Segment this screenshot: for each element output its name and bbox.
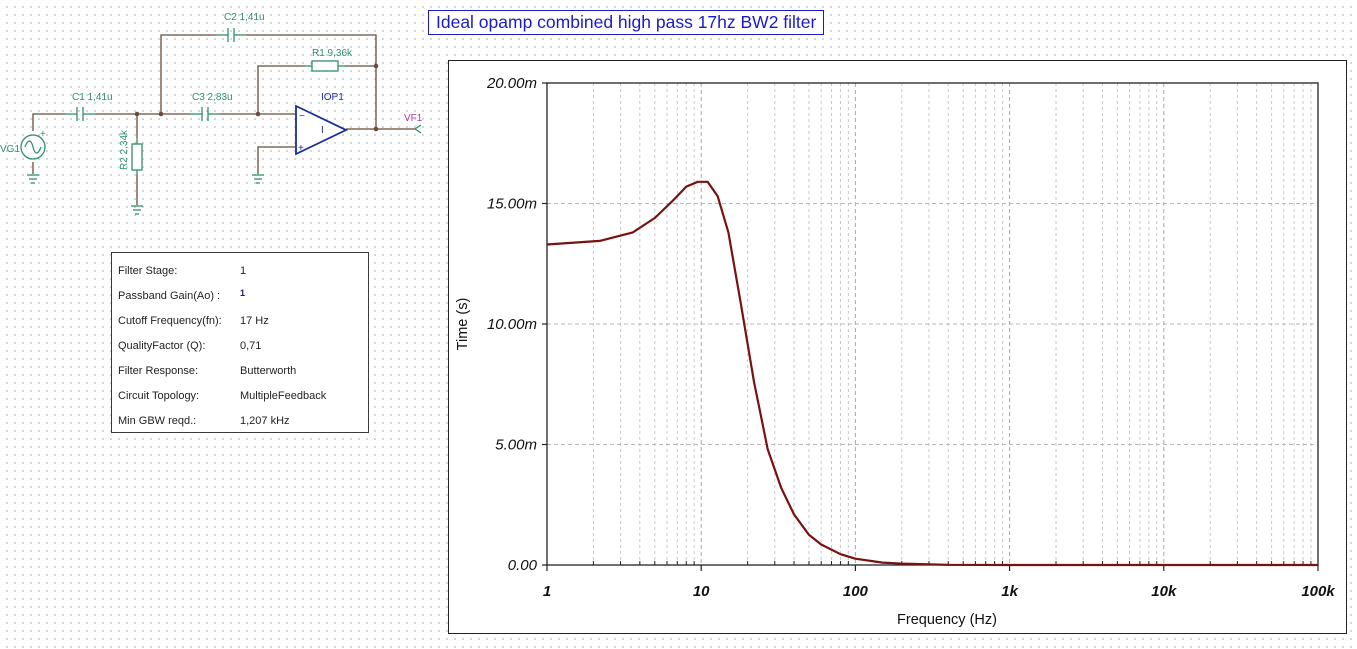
svg-text:I: I xyxy=(321,125,324,136)
param-label: QualityFactor (Q): xyxy=(118,340,206,352)
label-vg1: VG1 xyxy=(0,144,20,155)
capacitor-c2[interactable] xyxy=(216,28,246,42)
label-iop1: IOP1 xyxy=(321,92,344,103)
resistor-r2[interactable] xyxy=(131,138,143,174)
param-value: 1 xyxy=(240,265,247,277)
y-axis-label: Time (s) xyxy=(455,298,471,351)
param-label: Circuit Topology: xyxy=(118,390,200,402)
y-tick-label: 10.00m xyxy=(487,316,537,333)
x-tick-label: 1k xyxy=(1001,583,1018,600)
param-value: 17 Hz xyxy=(240,315,269,327)
resistor-r1[interactable] xyxy=(305,60,345,72)
circuit-wires xyxy=(32,34,415,205)
chart-grid xyxy=(547,83,1318,565)
param-value: 0,71 xyxy=(240,340,262,352)
chart-window: 0.00 5.00m 10.00m 15.00m 20.00m 1 10 100 1k 10k 10… xyxy=(448,60,1347,634)
circuit-junctions xyxy=(134,63,379,132)
group-delay-chart: 0.00 5.00m 10.00m 15.00m 20.00m 1 10 100 1k 10k 10… xyxy=(455,75,1335,628)
svg-text:−: − xyxy=(299,111,305,122)
y-tick-label: 5.00m xyxy=(495,437,537,454)
param-label: Passband Gain(Ao) : xyxy=(118,290,221,302)
voltage-source-vg1[interactable]: + xyxy=(20,129,46,160)
label-c1: C1 1,41u xyxy=(72,92,113,103)
label-c3: C3 2,83u xyxy=(192,92,233,103)
param-value: Butterworth xyxy=(240,365,297,377)
param-label: Cutoff Frequency(fn): xyxy=(118,315,222,327)
filter-parameters-panel: Filter Stage: 1 Passband Gain(Ao) : 1 Cu… xyxy=(111,252,369,433)
capacitor-c3[interactable] xyxy=(190,107,220,121)
svg-text:+: + xyxy=(298,143,304,154)
schematic-diagram: + − + I VG1 C1 1,41u C2 1,41u C3 2,83u xyxy=(0,12,423,215)
param-value: 1,207 kHz xyxy=(240,415,290,427)
x-tick-label: 10 xyxy=(693,583,710,600)
param-label: Filter Stage: xyxy=(118,265,178,277)
chart-series xyxy=(546,180,1318,567)
x-tick-label: 100 xyxy=(843,583,869,600)
x-axis-label: Frequency (Hz) xyxy=(897,612,997,628)
y-tick-label: 20.00m xyxy=(486,75,537,92)
label-vf1: VF1 xyxy=(404,113,423,124)
param-label: Filter Response: xyxy=(118,365,199,377)
group-delay-series-line xyxy=(546,180,1318,567)
param-label: Min GBW reqd.: xyxy=(118,415,197,427)
x-tick-label: 10k xyxy=(1151,583,1177,600)
chart-tick-labels: 0.00 5.00m 10.00m 15.00m 20.00m 1 10 100 1k 10k 10… xyxy=(486,75,1335,600)
circuit-title: Ideal opamp combined high pass 17hz BW2 … xyxy=(428,10,825,35)
label-r1: R1 9,36k xyxy=(312,48,353,59)
voltage-probe-vf1[interactable] xyxy=(414,124,422,134)
y-tick-label: 0.00 xyxy=(508,557,538,574)
x-tick-label: 100k xyxy=(1301,583,1335,600)
ground-symbols xyxy=(27,174,264,215)
label-c2: C2 1,41u xyxy=(224,12,265,23)
param-value: MultipleFeedback xyxy=(240,390,327,402)
opamp-iop1[interactable]: − + I xyxy=(295,104,349,156)
param-value: 1 xyxy=(240,288,246,298)
x-tick-label: 1 xyxy=(543,583,551,600)
capacitor-c1[interactable] xyxy=(65,107,95,121)
y-tick-label: 15.00m xyxy=(487,196,537,213)
label-r2: R2 2,34k xyxy=(119,129,130,170)
svg-text:+: + xyxy=(40,129,46,140)
